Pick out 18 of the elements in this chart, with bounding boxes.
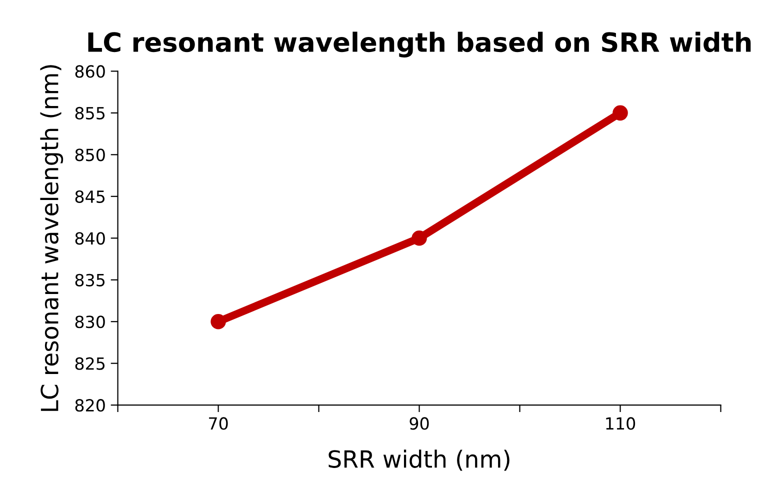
y-tick-label: 835 <box>75 274 105 286</box>
y-axis-title: LC resonant wavelength (nm) <box>40 65 64 411</box>
x-axis-title: SRR width (nm) <box>328 450 510 471</box>
x-tick-label: 70 <box>209 417 228 430</box>
x-tick-label: 110 <box>606 417 636 430</box>
y-tick-label: 855 <box>75 106 105 120</box>
point <box>412 230 427 246</box>
y-tick-label: 845 <box>75 190 105 203</box>
y-tick-label: 840 <box>75 232 105 245</box>
point <box>612 105 628 121</box>
point <box>210 314 226 330</box>
y-tick-label: 830 <box>75 316 105 328</box>
x-tick-label: 90 <box>410 417 429 430</box>
y-tick-label: 820 <box>75 399 105 412</box>
chart-title: LC resonant wavelength based on SRR width <box>88 32 751 58</box>
y-tick-label: 825 <box>75 357 105 370</box>
y-tick-label: 860 <box>75 65 105 78</box>
y-tick-label: 850 <box>75 148 105 162</box>
